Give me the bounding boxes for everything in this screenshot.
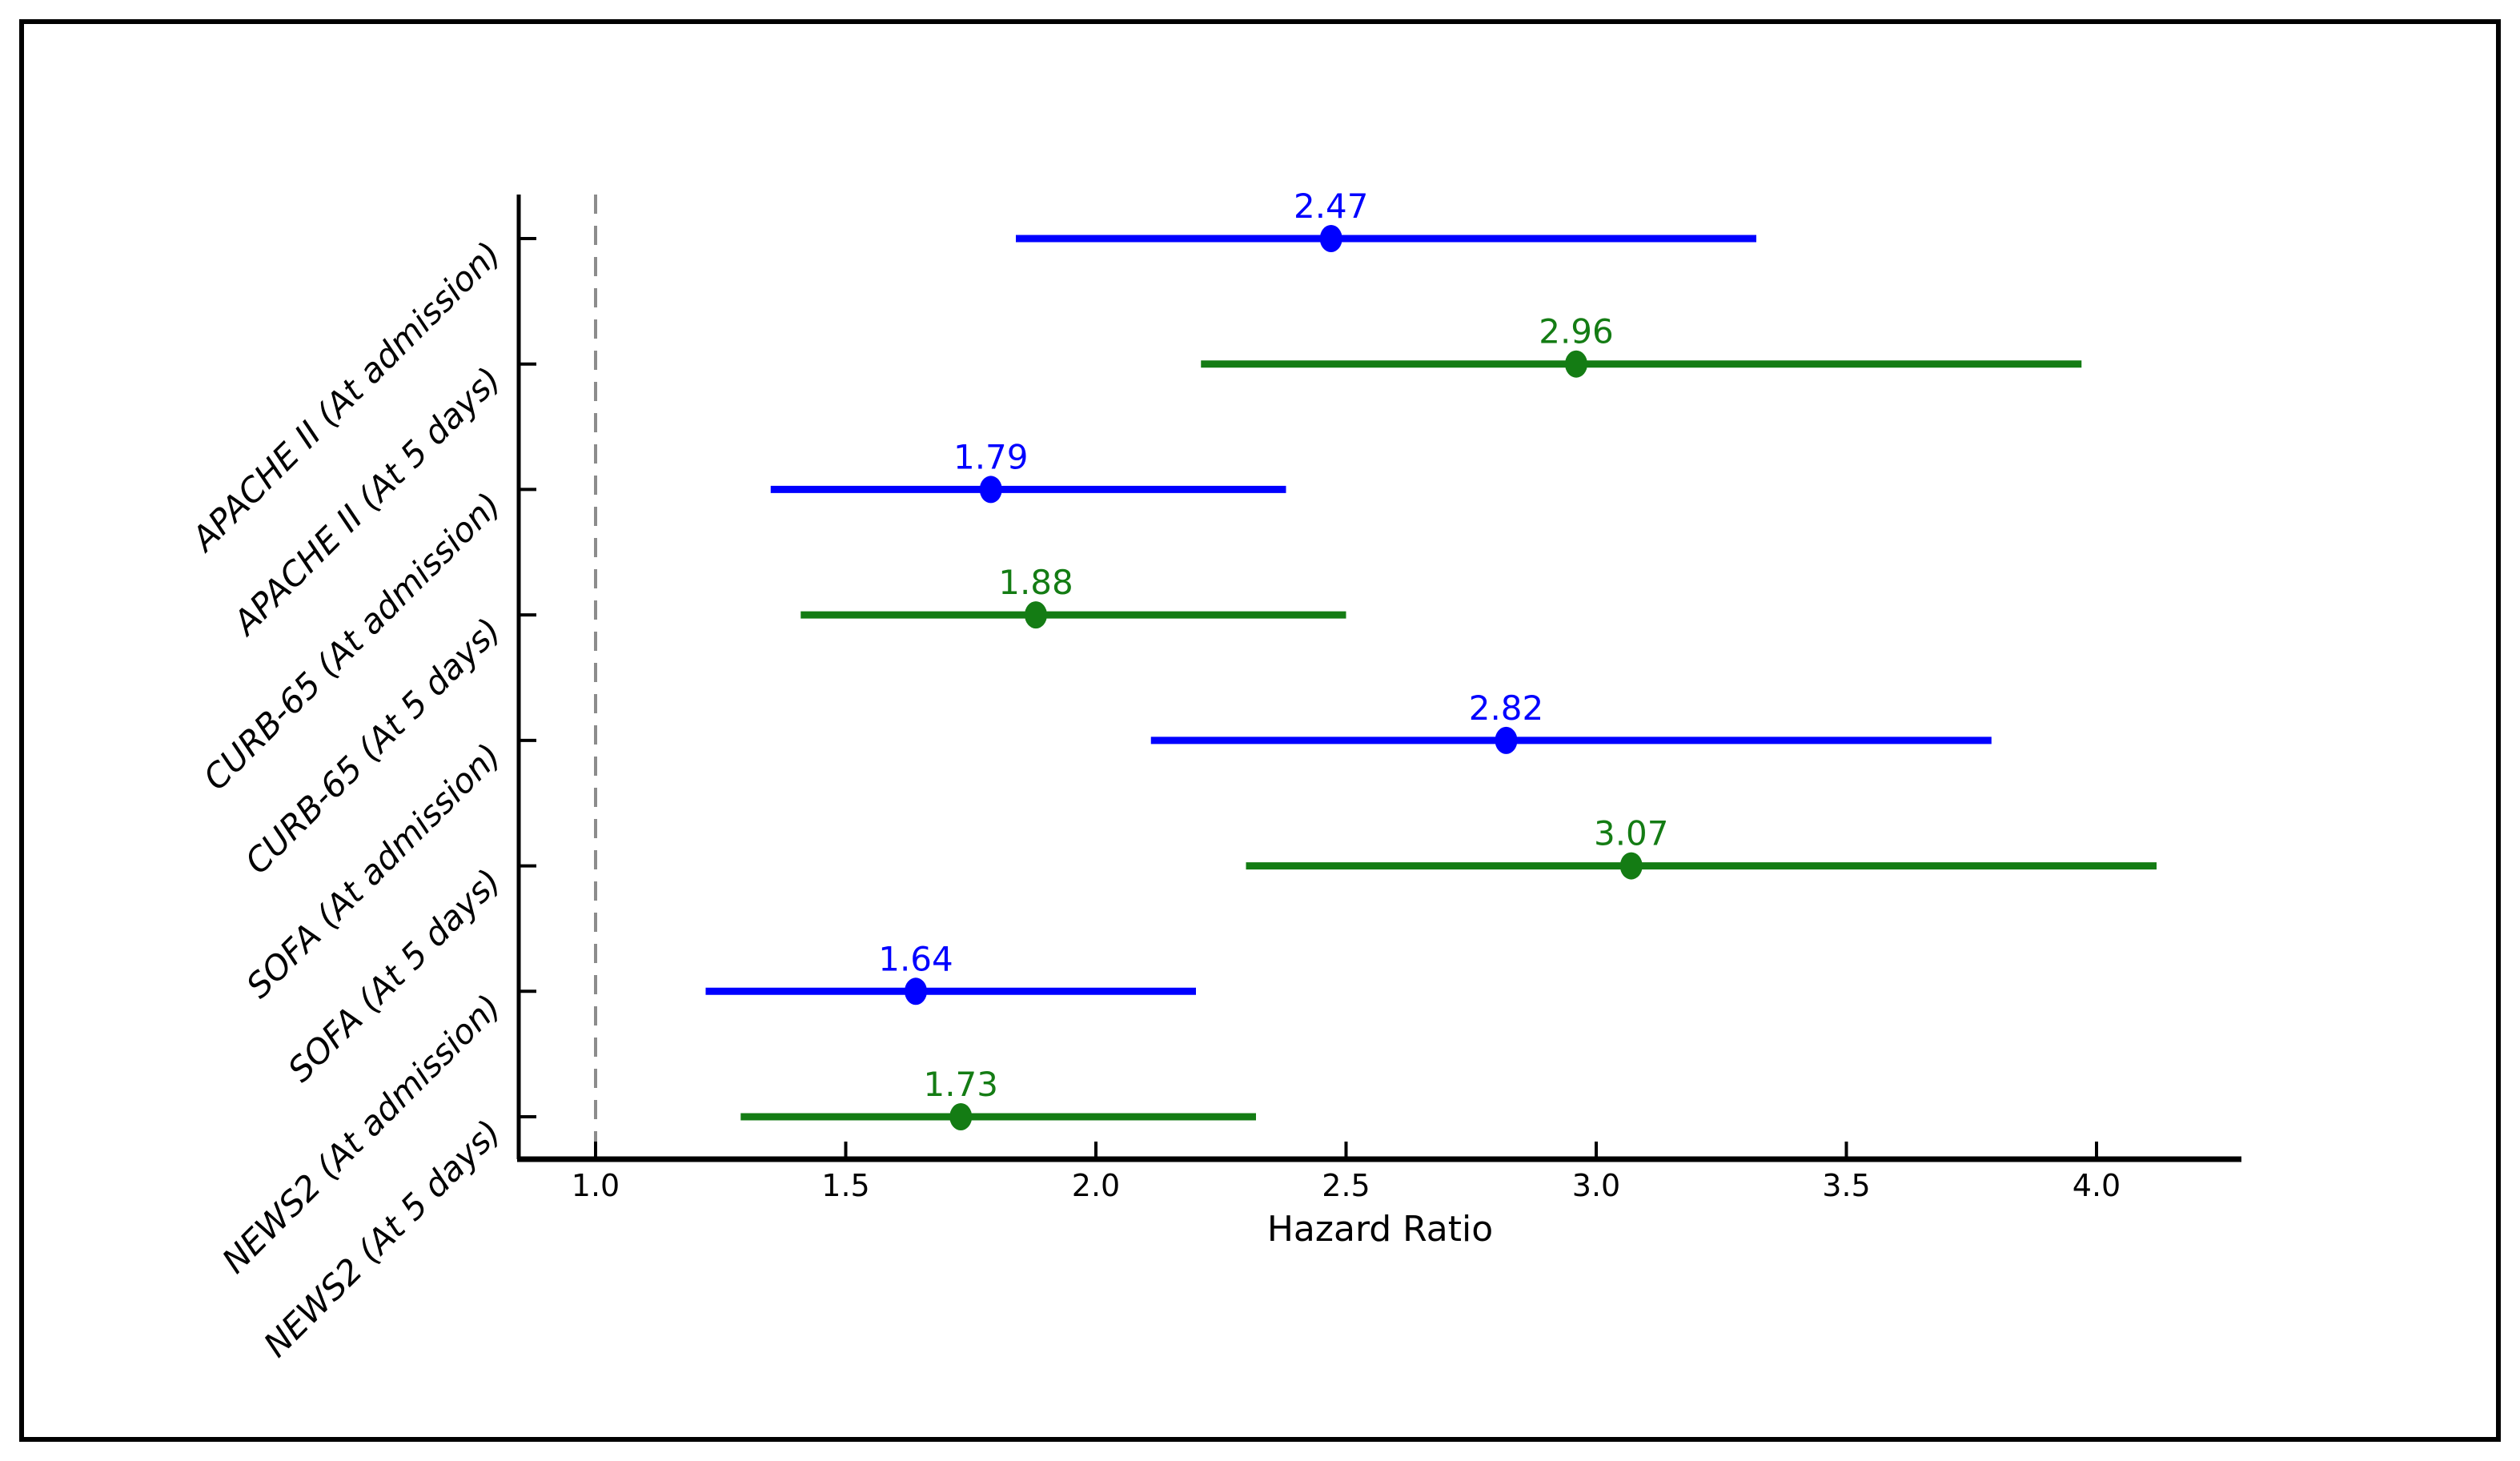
hazard-ratio-value-label: 3.07 bbox=[1594, 814, 1669, 853]
hazard-ratio-marker bbox=[1319, 225, 1342, 252]
hazard-ratio-value-label: 1.73 bbox=[923, 1065, 998, 1104]
hazard-ratio-value-label: 2.82 bbox=[1469, 688, 1544, 728]
hazard-ratio-marker bbox=[905, 977, 927, 1005]
x-tick-label: 3.0 bbox=[1572, 1168, 1620, 1203]
hazard-ratio-value-label: 2.96 bbox=[1539, 312, 1614, 351]
hazard-ratio-marker bbox=[1619, 852, 1643, 880]
hazard-ratio-marker bbox=[949, 1103, 973, 1130]
x-tick-label: 1.5 bbox=[821, 1168, 869, 1203]
hazard-ratio-marker bbox=[1565, 350, 1587, 378]
figure-border bbox=[19, 19, 2501, 1442]
hazard-ratio-marker bbox=[979, 476, 1002, 504]
hazard-ratio-value-label: 1.88 bbox=[998, 563, 1073, 602]
x-tick-label: 1.0 bbox=[572, 1168, 620, 1203]
hazard-ratio-value-label: 1.79 bbox=[953, 437, 1029, 476]
hazard-ratio-marker bbox=[1025, 601, 1047, 629]
x-axis-title: Hazard Ratio bbox=[1267, 1209, 1493, 1250]
hazard-ratio-value-label: 1.64 bbox=[878, 939, 953, 978]
x-tick-label: 4.0 bbox=[2073, 1168, 2121, 1203]
hazard-ratio-marker bbox=[1495, 726, 1518, 754]
hazard-ratio-value-label: 2.47 bbox=[1294, 187, 1369, 226]
x-tick-label: 3.5 bbox=[1822, 1168, 1870, 1203]
x-tick-label: 2.5 bbox=[1322, 1168, 1370, 1203]
x-tick-label: 2.0 bbox=[1072, 1168, 1120, 1203]
